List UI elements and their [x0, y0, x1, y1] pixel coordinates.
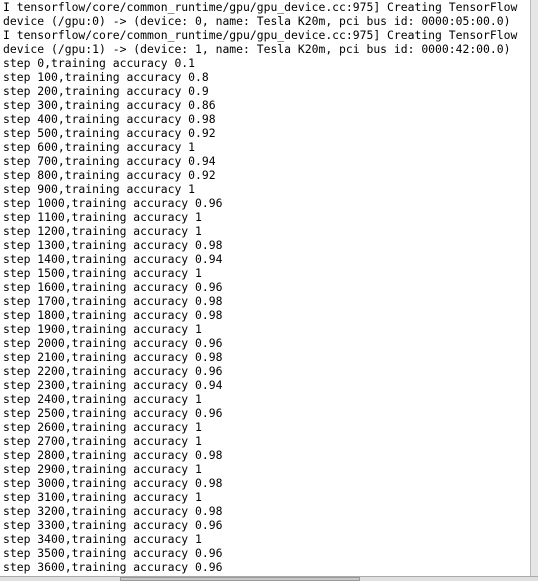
terminal-line: step 1400,training accuracy 0.94 — [3, 252, 223, 266]
terminal-line: step 100,training accuracy 0.8 — [3, 70, 209, 84]
terminal-line: I tensorflow/core/common_runtime/gpu/gpu… — [3, 28, 518, 42]
terminal-line: step 0,training accuracy 0.1 — [3, 56, 196, 70]
terminal-line: step 2600,training accuracy 1 — [3, 420, 202, 434]
terminal-line: step 1000,training accuracy 0.96 — [3, 196, 223, 210]
terminal-line: I tensorflow/core/common_runtime/gpu/gpu… — [3, 0, 518, 14]
terminal-line: step 1100,training accuracy 1 — [3, 210, 202, 224]
terminal-line: step 2500,training accuracy 0.96 — [3, 406, 223, 420]
terminal-line: step 700,training accuracy 0.94 — [3, 154, 216, 168]
terminal-line: step 800,training accuracy 0.92 — [3, 168, 216, 182]
terminal-line: step 3100,training accuracy 1 — [3, 490, 202, 504]
terminal-line: step 2400,training accuracy 1 — [3, 392, 202, 406]
terminal-line: step 3600,training accuracy 0.96 — [3, 560, 223, 574]
terminal-line: step 200,training accuracy 0.9 — [3, 84, 209, 98]
terminal-line: step 600,training accuracy 1 — [3, 140, 196, 154]
terminal-line: step 1800,training accuracy 0.98 — [3, 308, 223, 322]
terminal-line: step 2100,training accuracy 0.98 — [3, 350, 223, 364]
scroll-thumb[interactable] — [120, 577, 360, 581]
terminal-output: I tensorflow/core/common_runtime/gpu/gpu… — [3, 0, 518, 574]
terminal-line: step 2000,training accuracy 0.96 — [3, 336, 223, 350]
terminal-line: step 1900,training accuracy 1 — [3, 322, 202, 336]
terminal-line: step 2900,training accuracy 1 — [3, 462, 202, 476]
terminal-line: step 1500,training accuracy 1 — [3, 266, 202, 280]
terminal-line: step 1300,training accuracy 0.98 — [3, 238, 223, 252]
terminal-line: step 400,training accuracy 0.98 — [3, 112, 216, 126]
terminal-line: step 2200,training accuracy 0.96 — [3, 364, 223, 378]
terminal-line: step 2700,training accuracy 1 — [3, 434, 202, 448]
terminal-line: step 900,training accuracy 1 — [3, 182, 196, 196]
terminal-line: step 3200,training accuracy 0.98 — [3, 504, 223, 518]
terminal-line: step 1600,training accuracy 0.96 — [3, 280, 223, 294]
terminal-line: step 3500,training accuracy 0.96 — [3, 546, 223, 560]
terminal-line: device (/gpu:1) -> (device: 1, name: Tes… — [3, 42, 511, 56]
terminal-line: step 300,training accuracy 0.86 — [3, 98, 216, 112]
terminal-line: step 1700,training accuracy 0.98 — [3, 294, 223, 308]
terminal-line: device (/gpu:0) -> (device: 0, name: Tes… — [3, 14, 511, 28]
terminal-line: step 2300,training accuracy 0.94 — [3, 378, 223, 392]
vertical-scrollbar[interactable] — [530, 0, 538, 581]
terminal-line: step 500,training accuracy 0.92 — [3, 126, 216, 140]
terminal-line: step 3300,training accuracy 0.96 — [3, 518, 223, 532]
terminal-line: step 3000,training accuracy 0.98 — [3, 476, 223, 490]
terminal-line: step 1200,training accuracy 1 — [3, 224, 202, 238]
terminal-line: step 3400,training accuracy 1 — [3, 532, 202, 546]
terminal-line: step 2800,training accuracy 0.98 — [3, 448, 223, 462]
